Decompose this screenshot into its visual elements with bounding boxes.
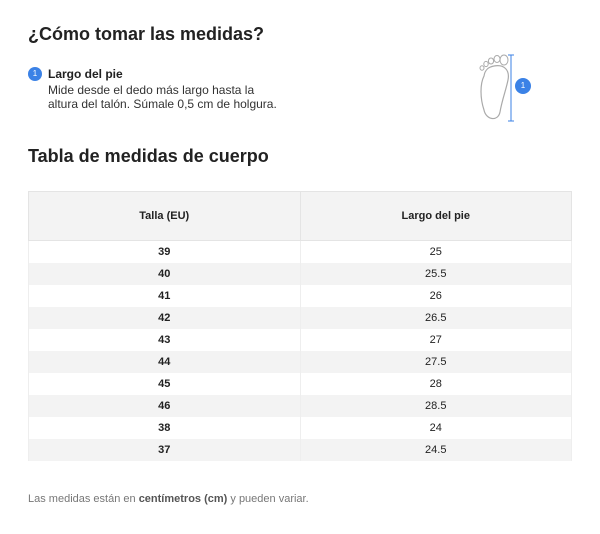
heading: ¿Cómo tomar las medidas? <box>28 24 265 44</box>
footer: Las medidas están en centímetros (cm) y … <box>28 493 309 505</box>
table-row: 42 26.5 <box>28 307 572 329</box>
table-row: 44 27.5 <box>28 351 572 373</box>
length-cell: 24 <box>299 417 572 439</box>
table-row: 38 24 <box>28 417 572 439</box>
footer-bold: centímetros (cm) <box>138 493 228 505</box>
table-row: 45 28 <box>28 373 572 395</box>
footer-text: y pueden variar. <box>227 493 309 505</box>
foot-badge: 1 <box>515 78 531 94</box>
size-cell: 41 <box>28 285 301 307</box>
table-row: 46 28.5 <box>28 395 572 417</box>
step-text: Mide desde el dedo más largo hasta la <box>48 83 255 97</box>
size-cell: 44 <box>28 351 301 373</box>
step-badge: 1 <box>28 67 42 81</box>
size-cell: 37 <box>28 439 301 461</box>
header-cell: Talla (EU) <box>28 191 301 241</box>
size-cell: 43 <box>28 329 301 351</box>
table-row: 39 25 <box>28 240 572 263</box>
length-cell: 25.5 <box>299 263 572 285</box>
footer-text: Las medidas están en <box>28 493 139 505</box>
length-cell: 27 <box>299 329 572 351</box>
size-cell: 38 <box>28 417 301 439</box>
length-cell: 28.5 <box>299 395 572 417</box>
size-cell: 46 <box>28 395 301 417</box>
table-title: Tabla de medidas de cuerpo <box>28 146 269 166</box>
table-row: 43 27 <box>28 329 572 351</box>
table-body: 39 25 40 25.5 41 26 42 26.5 43 27 44 27.5 45 28 46 28.5… <box>28 240 572 461</box>
length-cell: 26 <box>299 285 572 307</box>
table-row: 37 24.5 <box>28 439 572 461</box>
header-row: Talla (EU) Largo del pie <box>28 191 572 241</box>
step-title: Largo del pie <box>48 67 123 81</box>
foot-illustration <box>479 54 514 122</box>
size-cell: 45 <box>28 373 301 395</box>
length-cell: 26.5 <box>299 307 572 329</box>
length-cell: 25 <box>299 240 572 263</box>
length-cell: 24.5 <box>299 439 572 461</box>
size-cell: 40 <box>28 263 301 285</box>
table-row: 40 25.5 <box>28 263 572 285</box>
step-text: altura del talón. Súmale 0,5 cm de holgu… <box>48 97 277 111</box>
length-cell: 28 <box>299 373 572 395</box>
size-table: Talla (EU) Largo del pie 39 25 40 25.5 41 26 4… <box>28 191 572 461</box>
size-cell: 42 <box>28 307 301 329</box>
length-cell: 27.5 <box>299 351 572 373</box>
header-cell: Largo del pie <box>299 191 572 241</box>
size-cell: 39 <box>28 240 301 263</box>
table-row: 41 26 <box>28 285 572 307</box>
